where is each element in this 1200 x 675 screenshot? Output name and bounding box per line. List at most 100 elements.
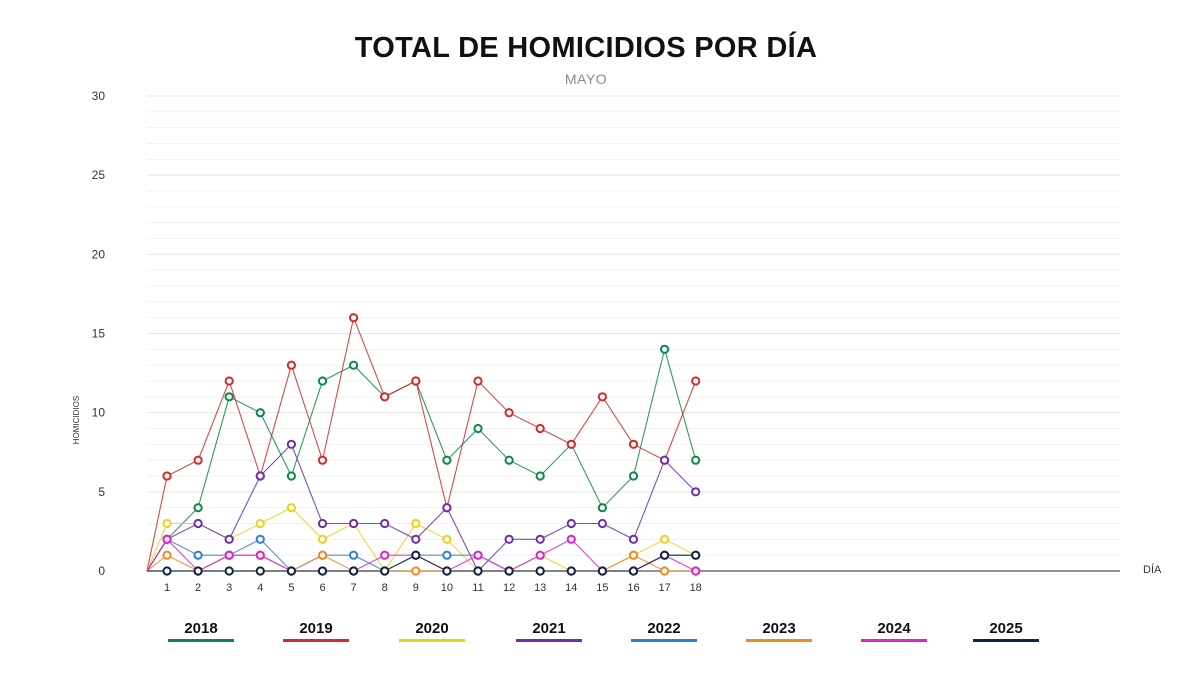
data-point [535,550,545,560]
series-2025 [147,550,701,576]
data-point [317,550,328,560]
y-tick-label: 20 [92,247,106,261]
data-point [535,471,545,481]
y-tick-label: 30 [92,89,106,103]
data-point [411,534,421,544]
x-tick-label: 8 [382,582,388,594]
data-point [535,566,545,576]
legend-label: 2018 [184,620,218,637]
legend-item-2020: 2020 [397,620,467,642]
data-point [255,518,265,529]
data-point [504,534,514,544]
data-point [380,392,390,402]
data-point [473,566,483,576]
data-point [255,550,265,560]
x-axis-label: DÍA [1143,563,1162,576]
data-point [628,534,639,544]
data-point [535,423,545,434]
data-point [628,439,639,449]
chart-subtitle: MAYO [564,71,608,87]
data-point [442,566,452,576]
data-point [162,534,172,544]
data-point [504,455,514,465]
legend-label: 2024 [877,620,911,637]
data-point [473,423,483,434]
legend-swatch [399,639,465,642]
data-point [317,376,328,386]
data-point [255,408,265,418]
data-point [255,566,265,576]
x-tick-label: 15 [596,582,608,594]
y-tick-label: 5 [98,485,105,499]
data-point [597,518,608,529]
data-point [349,360,359,370]
x-tick-label: 3 [226,582,232,594]
data-point [317,534,328,544]
data-point [317,566,328,576]
y-axis-label: HOMICIDIOS [72,396,81,444]
y-tick-label: 15 [92,327,106,341]
data-point [193,518,203,529]
legend-item-2023: 2023 [744,620,814,642]
x-tick-label: 14 [565,582,577,594]
x-tick-label: 10 [441,582,453,594]
data-point [193,503,203,513]
data-point [504,566,514,576]
data-point [442,503,452,513]
data-point [224,550,234,560]
data-point [628,550,639,560]
x-tick-label: 7 [351,582,357,594]
y-tick-label: 0 [98,564,105,578]
data-point [691,550,701,560]
x-tick-label: 18 [690,582,702,594]
data-point [473,550,483,560]
data-point [193,455,203,465]
data-point [628,471,639,481]
legend-swatch [861,639,927,642]
x-tick-label: 17 [658,582,670,594]
data-point [349,566,359,576]
data-point [193,566,203,576]
data-point [224,376,234,386]
data-point [442,534,452,544]
grid-lines [147,95,1120,556]
data-point [255,471,265,481]
data-point [162,471,172,481]
series-group [146,313,701,576]
data-point [349,550,359,560]
x-tick-label: 9 [413,582,419,594]
x-tick-label: 13 [534,582,546,594]
legend-label: 2025 [989,620,1023,637]
data-point [255,534,265,544]
data-point [349,518,359,529]
x-tick-label: 12 [503,582,515,594]
data-point [224,534,234,544]
x-tick-label: 16 [627,582,639,594]
data-point [162,550,172,560]
data-point [566,566,576,576]
data-point [317,455,328,465]
x-tick-label: 1 [164,582,170,594]
data-point [691,487,701,497]
data-point [442,550,452,560]
legend-item-2021: 2021 [514,620,584,642]
data-point [597,566,608,576]
chart-title: TOTAL DE HOMICIDIOS POR DÍA [354,32,818,64]
data-point [660,550,670,560]
data-point [628,566,639,576]
data-point [317,518,328,529]
x-tick-label: 5 [288,582,294,594]
data-point [286,566,296,576]
x-tick-label: 6 [319,582,325,594]
legend-swatch [283,639,349,642]
data-point [349,313,359,323]
legend-swatch [746,639,812,642]
data-point [660,534,670,544]
legend-item-2019: 2019 [281,620,351,642]
data-point [411,550,421,560]
data-point [566,439,576,449]
data-point [535,534,545,544]
data-point [286,439,296,449]
legend-item-2018: 2018 [166,620,236,642]
